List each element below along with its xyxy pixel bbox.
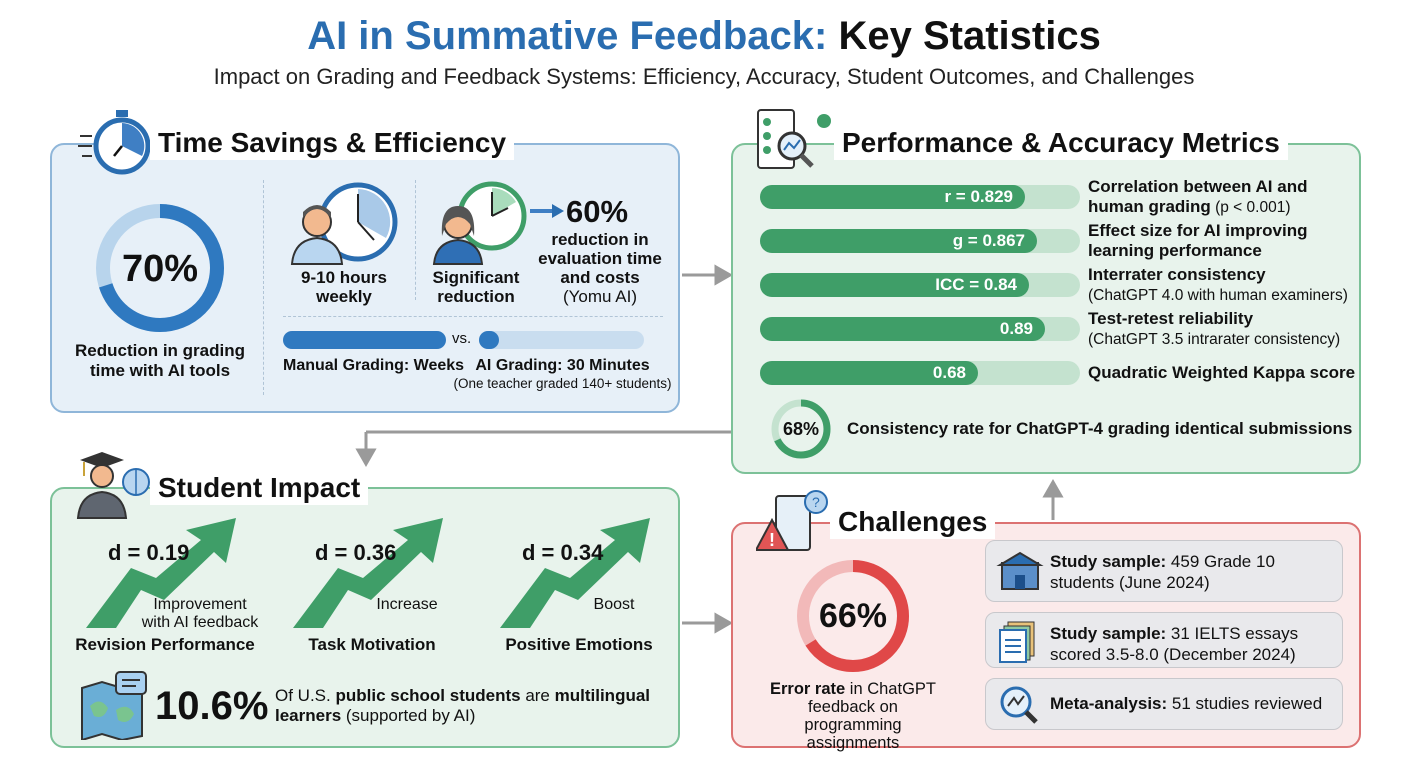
study-card: Meta-analysis: 51 studies reviewed xyxy=(985,678,1343,730)
study-card-text: Study sample: 31 IELTS essays scored 3.5… xyxy=(1050,624,1299,664)
teacher2-label: Significant reduction xyxy=(432,268,520,306)
metric-bar-track: 0.89 xyxy=(760,317,1080,341)
growth-arrow-icon xyxy=(86,518,236,628)
metric-label: Effect size for AI improving learning per… xyxy=(1088,221,1308,260)
teacher-clock-green-icon xyxy=(432,181,527,265)
metric-label: Interrater consistency (ChatGPT 4.0 with … xyxy=(1088,265,1348,304)
ai-note: (One teacher graded 140+ students) xyxy=(453,376,672,391)
metric-label: Quadratic Weighted Kappa score xyxy=(1088,363,1356,382)
time-savings-title: Time Savings & Efficiency xyxy=(150,126,515,160)
error-rate-label: Error rate in ChatGPT feedback on progra… xyxy=(770,680,936,752)
arrow-right-icon xyxy=(530,204,564,218)
reduction-donut xyxy=(96,204,224,332)
page-subtitle: Impact on Grading and Feedback Systems: … xyxy=(213,64,1195,89)
study-card: Study sample: 459 Grade 10 students (Jun… xyxy=(985,540,1343,602)
title-rest: Key Statistics xyxy=(838,14,1101,58)
divider xyxy=(283,316,663,317)
metric-bar-track: 0.68 xyxy=(760,361,1080,385)
consistency-label: Consistency rate for ChatGPT-4 grading i… xyxy=(847,419,1353,438)
student-impact-panel xyxy=(50,487,680,748)
growth-arrow-icon xyxy=(500,518,650,628)
effect-size: d = 0.34 xyxy=(522,540,604,565)
effect-size: d = 0.19 xyxy=(108,540,190,565)
reduction-value: 70% xyxy=(121,248,199,290)
school-icon xyxy=(996,551,1044,590)
study-card-text: Meta-analysis: 51 studies reviewed xyxy=(1050,694,1323,713)
magnifier-chart-icon xyxy=(1000,686,1038,724)
ai-label: AI Grading: 30 Minutes xyxy=(475,357,650,374)
page-title: AI in Summative Feedback: Key Statistics xyxy=(0,14,1408,59)
stopwatch-icon xyxy=(78,110,150,175)
reduction-label: Reduction in grading time with AI tools xyxy=(75,341,245,380)
multilingual-label: Of U.S. public school students are multi… xyxy=(275,686,651,725)
warning-document-icon: ?! xyxy=(756,490,828,551)
svg-text:?: ? xyxy=(812,494,820,510)
metrics-title: Performance & Accuracy Metrics xyxy=(834,126,1288,160)
metric-bar-fill: g = 0.867 xyxy=(760,229,1037,253)
teacher1-label: 9-10 hours weekly xyxy=(301,268,387,306)
effect-label: Task Motivation xyxy=(308,635,436,654)
teacher-clock-icon xyxy=(290,182,398,265)
graduate-brain-icon xyxy=(76,452,150,519)
metric-bar-track: r = 0.829 xyxy=(760,185,1080,209)
checklist-magnifier-icon xyxy=(757,109,831,169)
study-card-text: Study sample: 459 Grade 10 students (Jun… xyxy=(1050,552,1275,592)
study-card: Study sample: 31 IELTS essays scored 3.5… xyxy=(985,612,1343,668)
metric-bar-fill: r = 0.829 xyxy=(760,185,1025,209)
consistency-donut xyxy=(771,399,831,459)
ai-grading-bar xyxy=(479,331,644,349)
multilingual-value: 10.6% xyxy=(155,684,269,728)
map-chat-icon xyxy=(81,671,147,740)
effect-desc: Boost xyxy=(593,596,635,613)
stat-value: 60% xyxy=(566,194,629,229)
metric-bar-fill: ICC = 0.84 xyxy=(760,273,1029,297)
vs-label: vs. xyxy=(452,330,472,347)
error-rate-value: 66% xyxy=(818,597,888,635)
effect-desc: Improvement with AI feedback xyxy=(141,596,259,631)
manual-grading-bar xyxy=(283,331,446,349)
metric-bar-fill: 0.89 xyxy=(760,317,1045,341)
effect-label: Revision Performance xyxy=(75,635,255,654)
metric-bar-track: ICC = 0.84 xyxy=(760,273,1080,297)
effect-label: Positive Emotions xyxy=(505,635,653,654)
challenges-title: Challenges xyxy=(830,505,996,539)
title-accent: AI in Summative Feedback: xyxy=(307,14,828,58)
metric-bar-fill: 0.68 xyxy=(760,361,978,385)
manual-label: Manual Grading: Weeks xyxy=(283,357,465,374)
metric-bar-track: g = 0.867 xyxy=(760,229,1080,253)
metric-label: Test-retest reliability (ChatGPT 3.5 intr… xyxy=(1088,309,1341,348)
divider xyxy=(415,180,416,300)
consistency-value: 68% xyxy=(782,419,820,439)
documents-icon xyxy=(999,621,1035,663)
stat-source: (Yomu AI) xyxy=(562,287,638,306)
divider xyxy=(263,180,264,395)
svg-text:!: ! xyxy=(769,530,775,550)
growth-arrow-icon xyxy=(293,518,443,628)
stat-label: reduction in evaluation time and costs xyxy=(538,230,662,287)
metric-label: Correlation between AI and human grading … xyxy=(1088,177,1308,216)
error-rate-donut xyxy=(797,560,909,672)
effect-desc: Increase xyxy=(376,596,438,613)
student-impact-title: Student Impact xyxy=(150,471,369,505)
effect-size: d = 0.36 xyxy=(315,540,397,565)
